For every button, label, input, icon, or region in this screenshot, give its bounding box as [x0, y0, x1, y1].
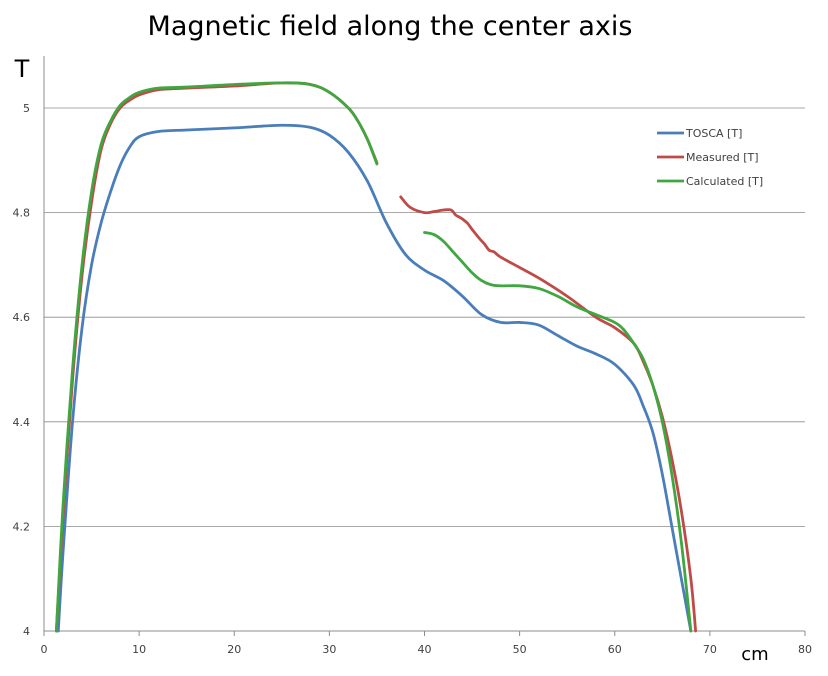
y-tick-label-1: 4.2 — [13, 520, 31, 533]
y-tick-label-4: 4.8 — [13, 207, 31, 220]
x-tick-labels: 0 10 20 30 40 50 60 70 80 — [41, 631, 812, 656]
x-tick-label-4: 40 — [418, 643, 432, 656]
legend-label-2: Calculated [T] — [686, 175, 763, 188]
y-tick-label-0: 4 — [23, 625, 30, 638]
legend: TOSCA [T] Measured [T] Calculated [T] — [657, 127, 763, 188]
series-lines — [54, 81, 698, 633]
y-axis-title: T — [14, 55, 30, 83]
legend-label-0: TOSCA [T] — [685, 127, 742, 140]
x-tick-label-2: 20 — [227, 643, 241, 656]
x-tick-label-8: 80 — [798, 643, 812, 656]
y-tick-label-5: 5 — [23, 102, 30, 115]
x-tick-label-1: 10 — [132, 643, 146, 656]
x-tick-label-0: 0 — [41, 643, 48, 656]
y-tick-label-3: 4.6 — [13, 311, 31, 324]
series-2-line-segment-0 — [54, 81, 379, 633]
x-tick-label-5: 50 — [513, 643, 527, 656]
y-tick-label-2: 4.4 — [13, 416, 31, 429]
x-tick-label-6: 60 — [608, 643, 622, 656]
x-tick-label-3: 30 — [322, 643, 336, 656]
legend-label-1: Measured [T] — [686, 151, 759, 164]
series-0-line-segment-0 — [56, 123, 693, 633]
x-axis-title: cm — [741, 644, 768, 665]
chart-title: Magnetic field along the center axis — [148, 11, 633, 42]
x-tick-label-7: 70 — [703, 643, 717, 656]
series-2-line-segment-1 — [423, 231, 693, 633]
y-tick-labels: 4 4.2 4.4 4.6 4.8 5 — [13, 102, 31, 638]
